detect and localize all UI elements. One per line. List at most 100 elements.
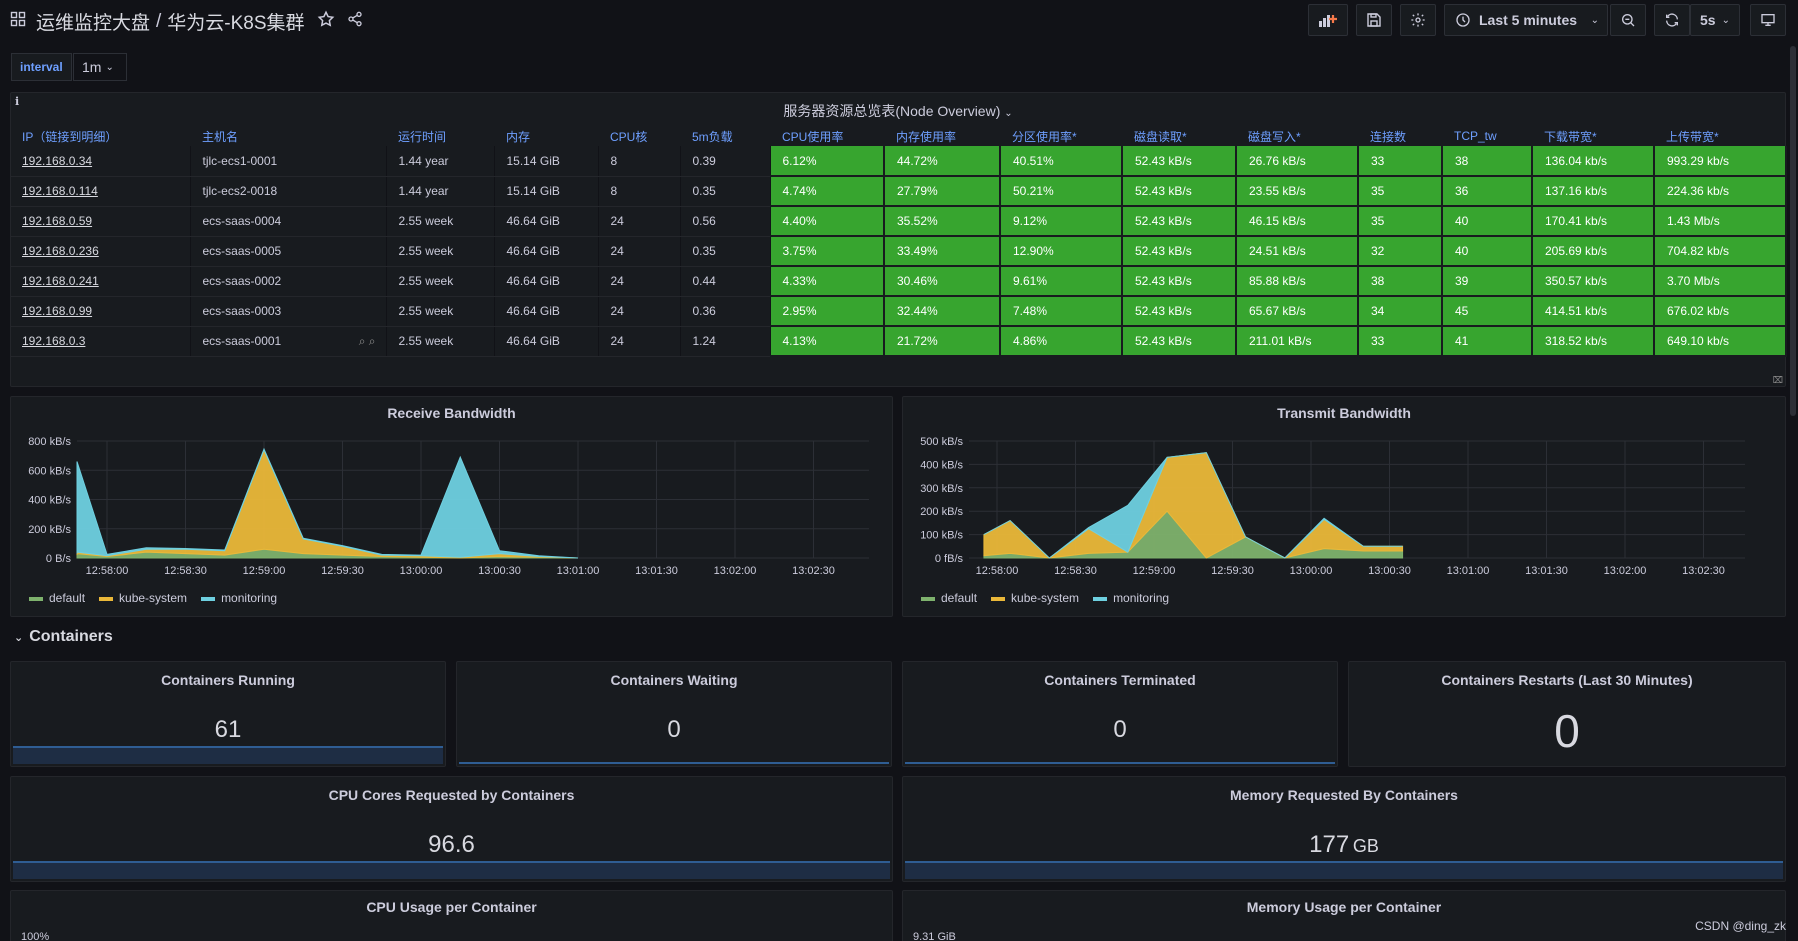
add-panel-button[interactable] (1308, 4, 1348, 36)
x-tick-label: 12:59:30 (1211, 565, 1254, 577)
breadcrumb-folder[interactable]: 运维监控大盘 (36, 13, 151, 34)
column-header[interactable]: IP（链接到明细） (22, 129, 118, 144)
panel-title[interactable]: Memory Usage per Container (1246, 899, 1442, 915)
table-cell[interactable]: 192.168.0.241 (10, 266, 191, 297)
variable-select-interval[interactable]: 1m ⌄ (73, 53, 127, 81)
node-overview-table: IP（链接到明细） 主机名 运行时间 内存 CPU核 5m负载 CPU使用率 内存使用率 分区使… (10, 126, 1787, 357)
panel-title[interactable]: Containers Restarts (Last 30 Minutes) (1441, 672, 1693, 688)
zoom-out-icon (1622, 14, 1635, 27)
column-header[interactable]: TCP_tw (1454, 129, 1497, 143)
page-scrollbar[interactable] (1790, 46, 1796, 416)
ip-link[interactable]: 192.168.0.99 (22, 304, 93, 318)
dashboards-grid-icon[interactable] (10, 11, 26, 30)
column-header[interactable]: 磁盘读取* (1134, 129, 1187, 144)
ip-link[interactable]: 192.168.0.34 (22, 153, 93, 168)
node-overview-title[interactable]: 服务器资源总览表(Node Overview) ⌄ (11, 101, 1785, 121)
x-tick-label: 12:59:00 (1133, 565, 1176, 577)
ip-link[interactable]: 192.168.0.241 (22, 274, 99, 288)
zoom-out-button[interactable] (1610, 4, 1646, 36)
transmit-bandwidth-chart[interactable]: 0 fB/s 100 kB/s 200 kB/s 300 kB/s 400 kB/s 50… (903, 397, 1787, 618)
receive-bandwidth-chart[interactable]: 0 B/s 200 kB/s 400 kB/s 600 kB/s 800 kB/s 12:… (11, 397, 894, 618)
legend-label: kube-system (119, 591, 188, 605)
settings-button[interactable] (1400, 4, 1436, 36)
x-tick-label: 13:02:30 (1682, 565, 1725, 577)
memory-requested-panel: Memory Requested By Containers 177 GB (902, 776, 1786, 882)
column-header[interactable]: CPU使用率 (782, 129, 844, 144)
table-cell[interactable]: 192.168.0.114 (10, 176, 191, 207)
cell-text: 136.04 kb/s (1545, 153, 1608, 168)
star-icon[interactable] (317, 10, 335, 34)
table-cell[interactable]: 192.168.0.34 (10, 146, 191, 177)
panel-title-text: 服务器资源总览表(Node Overview) (783, 103, 1001, 119)
table-cell: 7.48% (1000, 296, 1123, 327)
table-cell: 24.51 kB/s (1236, 236, 1359, 267)
share-icon[interactable] (347, 11, 363, 33)
panel-title[interactable]: CPU Usage per Container (366, 899, 537, 915)
cell-text: 2.95% (782, 304, 817, 318)
refresh-interval-picker[interactable]: 5s ⌄ (1690, 4, 1740, 36)
column-header[interactable]: 内存 (506, 129, 531, 144)
column-header[interactable]: 分区使用率* (1012, 129, 1077, 144)
table-cell[interactable]: 192.168.0.236 (10, 236, 191, 267)
column-header[interactable]: 上传带宽* (1666, 129, 1719, 144)
ip-link[interactable]: 192.168.0.114 (22, 184, 98, 198)
column-header[interactable]: 内存使用率 (896, 129, 957, 144)
column-header[interactable]: 运行时间 (398, 129, 447, 144)
cell-text: 52.43 kB/s (1135, 334, 1192, 348)
table-cell[interactable]: 192.168.0.99 (10, 296, 191, 327)
table-cell: 46.64 GiB (494, 236, 599, 267)
legend-item[interactable]: kube-system (991, 591, 1079, 605)
table-cell[interactable]: 192.168.0.59 (10, 206, 191, 237)
legend-item[interactable]: monitoring (201, 591, 277, 605)
save-dashboard-button[interactable] (1356, 4, 1392, 36)
cell-text: 414.51 kb/s (1545, 304, 1608, 318)
table-cell: 36 (1442, 176, 1533, 207)
column-header[interactable]: 下载带宽* (1544, 129, 1597, 144)
column-header[interactable]: 磁盘写入* (1248, 129, 1301, 144)
cell-text: 35.52% (897, 214, 938, 228)
table-cell: 4.13% (770, 326, 885, 357)
panel-info-icon[interactable]: i (15, 95, 20, 108)
legend-item[interactable]: default (921, 591, 977, 605)
table-cell: 0.56 (680, 206, 771, 237)
dashboard-title[interactable]: 华为云-K8S集群 (167, 13, 305, 34)
zoom-in-icon[interactable]: ⌕ ⌕ (358, 333, 376, 348)
y-tick-label: 9.31 GiB (913, 931, 956, 941)
panel-title[interactable]: Containers Waiting (610, 672, 738, 688)
panel-title[interactable]: Containers Running (161, 672, 295, 688)
panel-title[interactable]: CPU Cores Requested by Containers (328, 787, 575, 803)
table-cell: 8 (598, 176, 681, 207)
ip-link[interactable]: 192.168.0.59 (22, 214, 93, 228)
panel-title[interactable]: Containers Terminated (1044, 672, 1196, 688)
legend-item[interactable]: kube-system (99, 591, 187, 605)
cell-text: 41 (1455, 334, 1469, 348)
panel-title[interactable]: Transmit Bandwidth (1277, 405, 1411, 421)
table-row: 192.168.0.3 ecs-saas-0001 ⌕ ⌕ 2.55 week 46.6… (10, 326, 1787, 357)
column-header[interactable]: 5m负载 (692, 129, 733, 144)
legend-item[interactable]: default (29, 591, 85, 605)
column-header[interactable]: 主机名 (202, 129, 239, 144)
table-cell: 9.61% (1000, 266, 1123, 297)
variable-value: 1m (82, 59, 102, 75)
cell-text: tjlc-ecs1-0001 (202, 153, 278, 168)
panel-title[interactable]: Receive Bandwidth (387, 405, 516, 421)
panel-title[interactable]: Memory Requested By Containers (1230, 787, 1458, 803)
legend-swatch (1093, 596, 1108, 601)
containers-row-header[interactable]: ⌄ Containers (14, 628, 113, 646)
legend-item[interactable]: monitoring (1093, 591, 1169, 605)
time-picker[interactable]: Last 5 minutes ⌄ (1444, 4, 1608, 36)
ip-link[interactable]: 192.168.0.236 (22, 244, 99, 258)
column-header[interactable]: 连接数 (1370, 129, 1407, 144)
refresh-button[interactable] (1654, 4, 1690, 36)
table-cell: 1.24 (680, 326, 771, 357)
column-header[interactable]: CPU核 (610, 129, 648, 144)
receive-bandwidth-panel: Receive Bandwidth 0 B/s 200 kB/s 400 kB/s 6… (10, 396, 893, 617)
table-cell: ecs-saas-0002 (190, 266, 387, 297)
tv-mode-button[interactable] (1750, 4, 1786, 36)
table-cell[interactable]: 192.168.0.3 (10, 326, 191, 357)
monitor-icon (1761, 13, 1775, 26)
ip-link[interactable]: 192.168.0.3 (22, 334, 86, 348)
cell-text: 993.29 kb/s (1667, 153, 1730, 168)
cell-text: 33 (1371, 334, 1385, 348)
resize-handle-icon[interactable]: ⌧ (1772, 375, 1783, 385)
